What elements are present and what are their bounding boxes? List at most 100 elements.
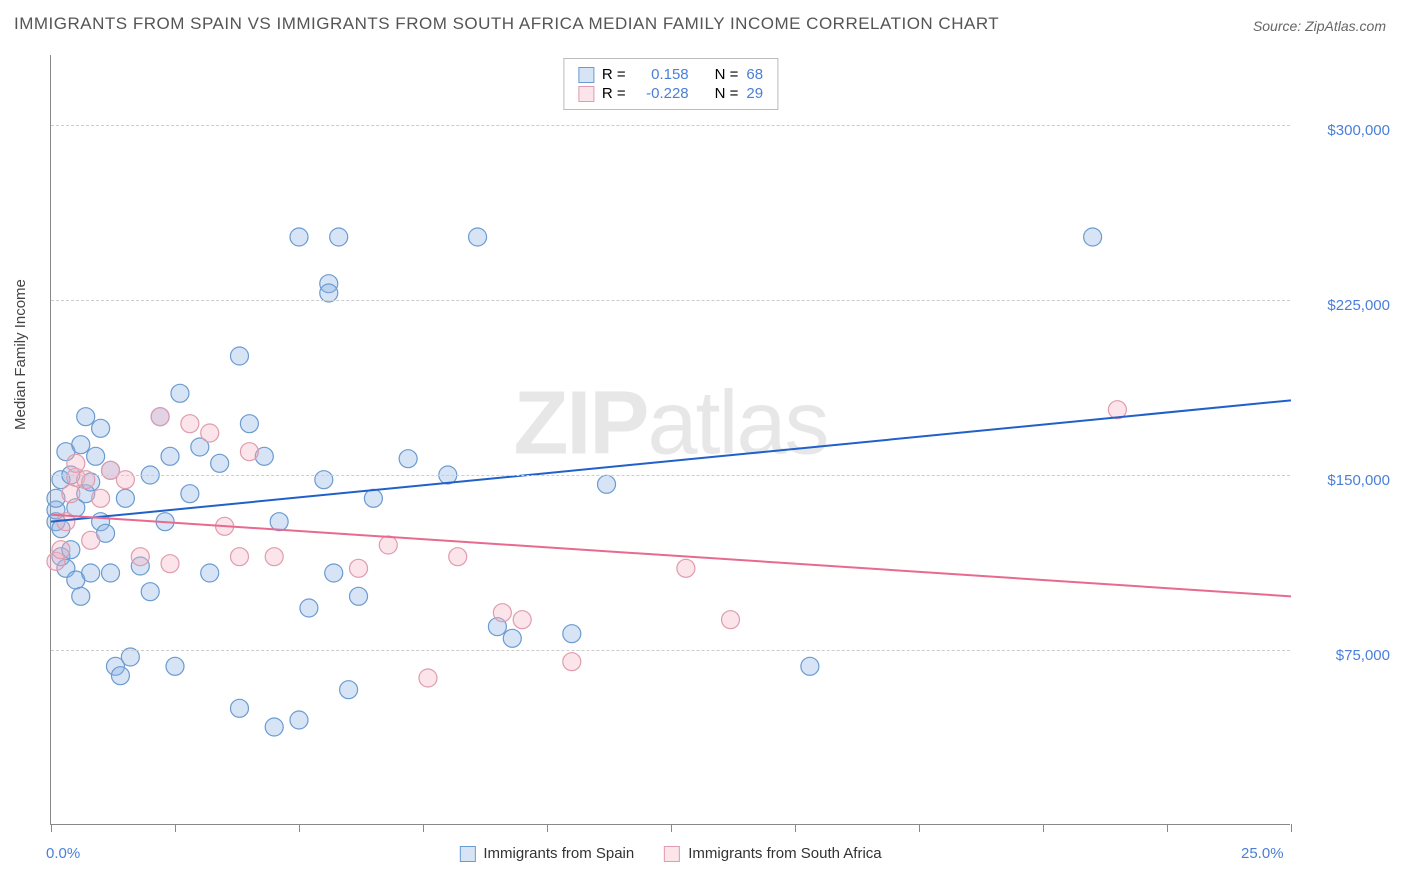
x-tick (299, 824, 300, 832)
scatter-point (325, 564, 343, 582)
scatter-point (171, 384, 189, 402)
scatter-svg (51, 55, 1290, 824)
scatter-point (300, 599, 318, 617)
n-label: N = (715, 66, 739, 83)
y-axis-label: Median Family Income (12, 279, 29, 430)
x-tick (1291, 824, 1292, 832)
scatter-point (240, 443, 258, 461)
scatter-point (722, 611, 740, 629)
scatter-point (211, 454, 229, 472)
scatter-point (364, 489, 382, 507)
scatter-point (290, 711, 308, 729)
n-value-2: 29 (746, 85, 763, 102)
x-tick (1043, 824, 1044, 832)
y-tick-label: $150,000 (1327, 472, 1390, 489)
scatter-point (72, 436, 90, 454)
scatter-point (469, 228, 487, 246)
scatter-point (563, 653, 581, 671)
x-tick (671, 824, 672, 832)
scatter-point (82, 564, 100, 582)
x-tick (795, 824, 796, 832)
scatter-point (1084, 228, 1102, 246)
x-tick (547, 824, 548, 832)
scatter-point (181, 485, 199, 503)
scatter-point (166, 657, 184, 675)
gridline-h (51, 300, 1290, 301)
scatter-point (265, 718, 283, 736)
scatter-point (77, 408, 95, 426)
scatter-point (72, 587, 90, 605)
y-tick-label: $225,000 (1327, 297, 1390, 314)
legend-stats-box: R = 0.158 N = 68 R = -0.228 N = 29 (563, 58, 778, 110)
r-value-2: -0.228 (634, 85, 689, 102)
y-tick-label: $300,000 (1327, 122, 1390, 139)
gridline-h (51, 650, 1290, 651)
chart-plot-area: ZIPatlas R = 0.158 N = 68 R = -0.228 N =… (50, 55, 1290, 825)
scatter-point (493, 604, 511, 622)
legend-item-1: Immigrants from Spain (459, 845, 634, 862)
gridline-h (51, 475, 1290, 476)
scatter-point (67, 454, 85, 472)
scatter-point (131, 548, 149, 566)
gridline-h (51, 125, 1290, 126)
n-value-1: 68 (746, 66, 763, 83)
scatter-point (92, 419, 110, 437)
scatter-point (181, 415, 199, 433)
x-tick (919, 824, 920, 832)
scatter-point (230, 347, 248, 365)
scatter-point (265, 548, 283, 566)
scatter-point (151, 408, 169, 426)
y-tick-label: $75,000 (1336, 647, 1390, 664)
scatter-point (350, 587, 368, 605)
scatter-point (230, 699, 248, 717)
scatter-point (230, 548, 248, 566)
scatter-point (419, 669, 437, 687)
scatter-point (92, 489, 110, 507)
legend-swatch-2 (578, 86, 594, 102)
legend-bottom: Immigrants from Spain Immigrants from So… (459, 845, 881, 862)
legend-label-1: Immigrants from Spain (483, 845, 634, 862)
scatter-point (87, 447, 105, 465)
scatter-point (563, 625, 581, 643)
r-value-1: 0.158 (634, 66, 689, 83)
scatter-point (598, 475, 616, 493)
scatter-point (240, 415, 258, 433)
scatter-point (290, 228, 308, 246)
legend-stats-row-2: R = -0.228 N = 29 (578, 85, 763, 102)
scatter-point (201, 564, 219, 582)
scatter-point (201, 424, 219, 442)
scatter-point (82, 531, 100, 549)
scatter-point (677, 559, 695, 577)
x-tick (423, 824, 424, 832)
legend-swatch-4 (664, 846, 680, 862)
scatter-point (315, 471, 333, 489)
scatter-point (399, 450, 417, 468)
legend-swatch-1 (578, 67, 594, 83)
scatter-point (77, 471, 95, 489)
legend-item-2: Immigrants from South Africa (664, 845, 881, 862)
scatter-point (449, 548, 467, 566)
scatter-point (801, 657, 819, 675)
scatter-point (141, 583, 159, 601)
scatter-point (62, 485, 80, 503)
scatter-point (52, 541, 70, 559)
scatter-point (513, 611, 531, 629)
x-tick (175, 824, 176, 832)
chart-title: IMMIGRANTS FROM SPAIN VS IMMIGRANTS FROM… (14, 14, 999, 34)
scatter-point (350, 559, 368, 577)
r-label: R = (602, 66, 626, 83)
scatter-point (379, 536, 397, 554)
scatter-point (111, 667, 129, 685)
scatter-point (270, 513, 288, 531)
legend-stats-row-1: R = 0.158 N = 68 (578, 66, 763, 83)
legend-label-2: Immigrants from South Africa (688, 845, 881, 862)
r-label: R = (602, 85, 626, 102)
scatter-point (161, 555, 179, 573)
legend-swatch-3 (459, 846, 475, 862)
n-label: N = (715, 85, 739, 102)
scatter-point (161, 447, 179, 465)
source-label: Source: ZipAtlas.com (1253, 18, 1386, 34)
scatter-point (116, 471, 134, 489)
scatter-point (330, 228, 348, 246)
x-tick-label: 25.0% (1241, 845, 1284, 862)
